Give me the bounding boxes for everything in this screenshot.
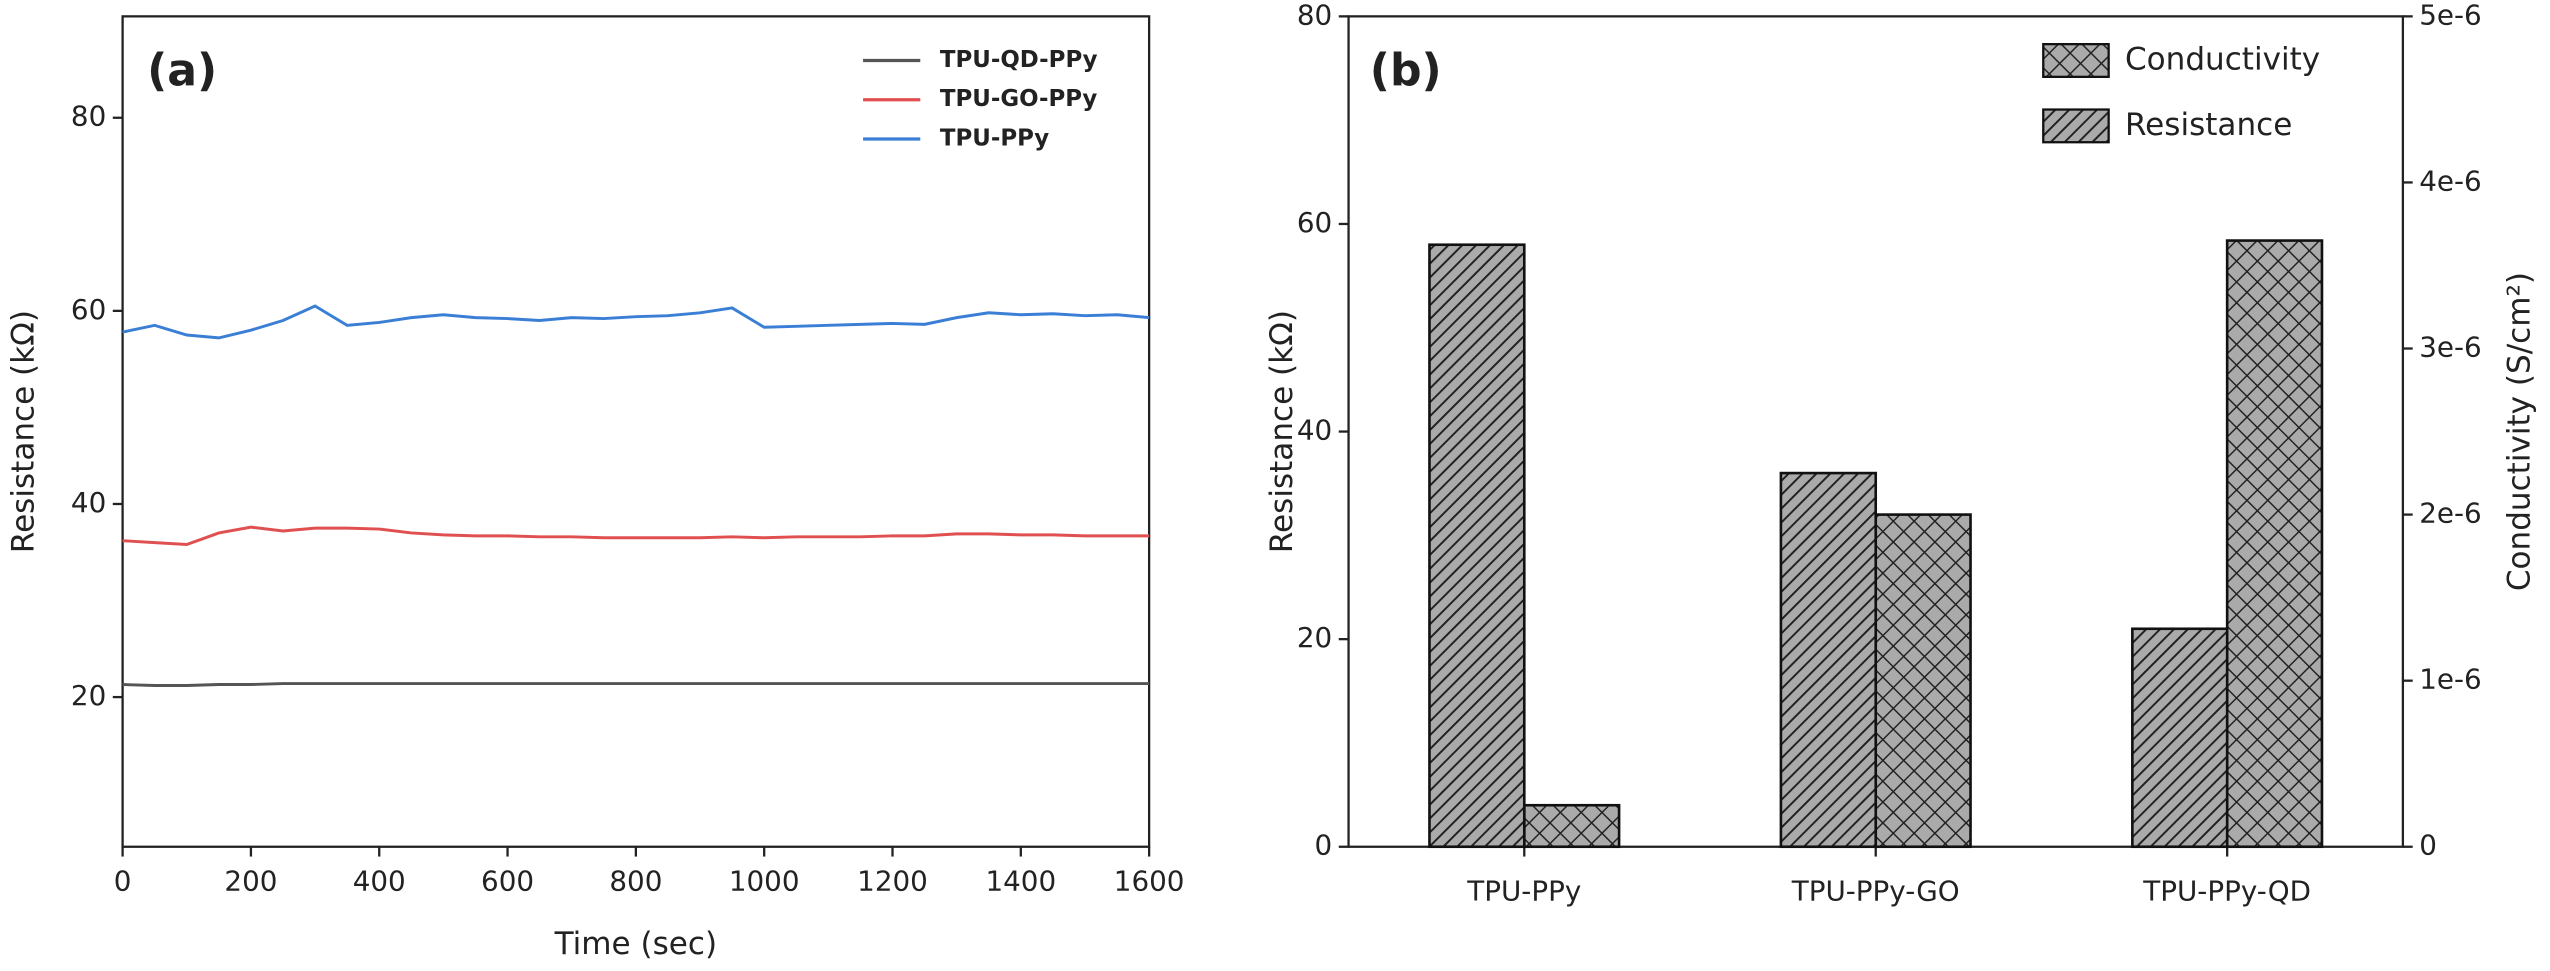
line-series <box>122 304 1150 340</box>
y-tick-label: 40 <box>71 486 106 519</box>
bar <box>2225 239 2324 849</box>
x-tick-label: TPU-PPy <box>1466 875 1581 908</box>
y-tick-label: 5e-6 <box>2419 0 2481 31</box>
bar <box>1874 513 1972 849</box>
y-tick-label: 60 <box>71 293 106 326</box>
x-tick-label: 600 <box>481 865 534 898</box>
bar <box>1522 803 1621 849</box>
x-tick-label: TPU-PPy-GO <box>1791 875 1960 908</box>
y-tick-label: 0 <box>1315 829 1333 862</box>
y-tick-label: 80 <box>71 100 106 133</box>
line-series <box>122 682 1150 687</box>
y-tick-label: 1e-6 <box>2419 663 2481 696</box>
legend-label: TPU-QD-PPy <box>940 47 1098 73</box>
y-tick-label: 3e-6 <box>2419 331 2481 364</box>
x-tick-label: TPU-PPy-QD <box>2142 875 2311 908</box>
x-tick-label: 1400 <box>985 865 1056 898</box>
legend-swatch <box>2042 108 2110 144</box>
y-tick-label: 80 <box>1297 0 1332 31</box>
legend-label: TPU-PPy <box>940 125 1049 151</box>
legend-label: Resistance <box>2125 107 2292 143</box>
x-tick-label: 800 <box>609 865 662 898</box>
y-tick-label: 0 <box>2419 829 2437 862</box>
line-series <box>122 525 1150 547</box>
bar <box>2131 627 2229 849</box>
panel-label: (b) <box>1370 46 1442 97</box>
legend-label: TPU-GO-PPy <box>940 86 1098 112</box>
y-tick-label: 2e-6 <box>2419 497 2481 530</box>
y-tick-label: 40 <box>1297 414 1332 447</box>
y-tick-label: 60 <box>1297 206 1332 239</box>
y-tick-label: 20 <box>1297 621 1332 654</box>
x-tick-label: 0 <box>114 865 132 898</box>
panel-label: (a) <box>147 46 217 97</box>
y2-axis-label: Conductivity (S/cm²) <box>2502 272 2538 591</box>
x-tick-label: 1000 <box>729 865 800 898</box>
x-tick-label: 1200 <box>857 865 928 898</box>
y-tick-label: 20 <box>71 679 106 712</box>
y-axis-label: Resistance (kΩ) <box>1264 310 1300 553</box>
x-tick-label: 1600 <box>1114 865 1185 898</box>
x-tick-label: 200 <box>224 865 277 898</box>
y-axis-label: Resistance (kΩ) <box>6 310 42 553</box>
legend-label: Conductivity <box>2125 42 2320 78</box>
bar <box>1779 471 1878 849</box>
legend-swatch <box>2042 43 2110 78</box>
x-tick-label: 400 <box>353 865 406 898</box>
y-tick-label: 4e-6 <box>2419 164 2481 197</box>
bar <box>1428 243 1526 849</box>
x-axis-label: Time (sec) <box>554 926 717 962</box>
